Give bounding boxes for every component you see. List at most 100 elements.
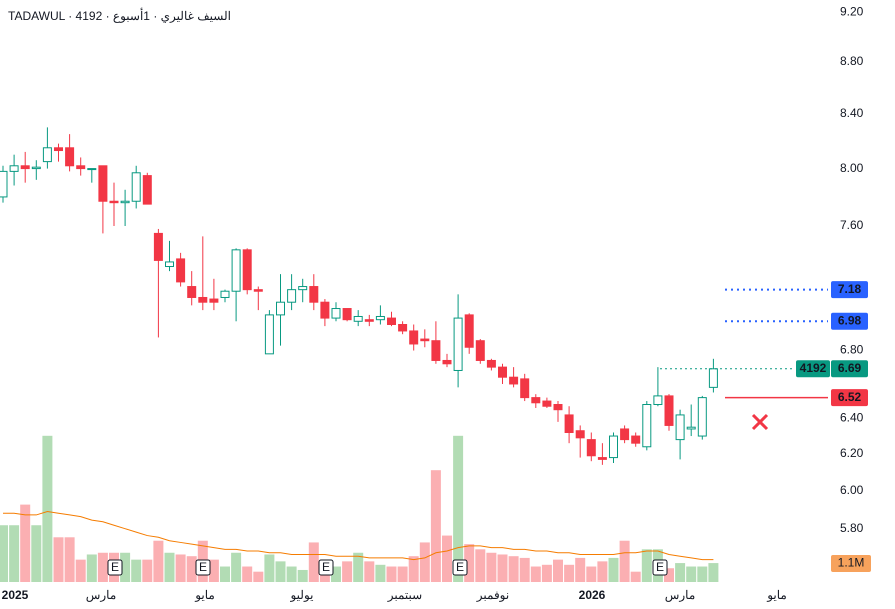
volume-bar — [453, 435, 464, 582]
candle-body — [564, 414, 574, 433]
event-box — [318, 559, 334, 576]
volume-bar — [364, 561, 375, 582]
volume-bar — [131, 559, 142, 582]
volume-bar — [275, 561, 286, 582]
volume-bar — [353, 552, 364, 582]
level-label: 6.98 — [838, 313, 862, 327]
candle-body — [575, 430, 585, 439]
event-box — [195, 559, 211, 576]
volume-bar — [86, 554, 97, 582]
volume-bar — [297, 569, 308, 582]
volume-ma-line — [3, 510, 714, 561]
candle-body — [697, 397, 707, 437]
volume-bar — [208, 559, 219, 582]
y-tick-label: 6.20 — [840, 446, 864, 460]
candle-body — [431, 340, 441, 361]
candle-body — [309, 286, 319, 303]
y-tick-label: 8.00 — [840, 161, 864, 175]
candle-body — [176, 258, 186, 283]
event-box — [452, 559, 468, 576]
volume-bar — [419, 542, 430, 582]
event-label: E — [199, 560, 207, 574]
chart-title: TADAWUL · 4192 · السيف غاليري · 1أسبوع — [8, 8, 231, 23]
candle-body — [287, 289, 297, 303]
y-tick-label: 6.00 — [840, 483, 864, 497]
level-tag — [831, 389, 868, 407]
cancel-mark — [751, 413, 769, 431]
candle-body — [209, 298, 219, 303]
volume-bar — [564, 564, 575, 582]
symbol-label: 4192 — [800, 361, 827, 375]
event-box — [652, 559, 668, 576]
candle-body — [42, 147, 52, 163]
volume-label: 1.1M — [838, 556, 865, 570]
volume-bar — [608, 557, 619, 582]
volume-bar — [697, 566, 708, 582]
candle-body — [20, 165, 30, 170]
volume-bar — [630, 571, 641, 582]
candle-body — [708, 368, 718, 388]
candle-body — [142, 175, 152, 205]
candle-body — [475, 340, 485, 361]
volume-bar — [164, 552, 175, 582]
candle-body — [542, 400, 552, 407]
x-tick-label: مايو — [766, 588, 787, 602]
volume-bar — [231, 552, 242, 582]
level-tag — [831, 281, 868, 299]
volume-bar — [97, 552, 108, 582]
volume-bar — [42, 435, 53, 582]
volume-tag — [831, 555, 871, 572]
candle-body — [198, 296, 208, 303]
volume-bar — [0, 525, 8, 582]
volume-bar — [142, 559, 153, 582]
volume-bar — [508, 556, 519, 582]
candle-body — [498, 366, 507, 378]
volume-bar — [664, 568, 674, 582]
volume-bar — [220, 566, 230, 582]
volume-bar — [253, 571, 264, 582]
candle-body — [398, 324, 408, 332]
candle-body — [353, 315, 363, 322]
y-tick-label: 7.60 — [840, 218, 864, 232]
candle-body — [686, 426, 696, 430]
x-tick-label: نوفمبر — [476, 588, 509, 602]
volume-bar — [342, 561, 353, 582]
volume-bar — [586, 566, 597, 582]
candle-body — [586, 439, 596, 457]
x-tick-label: يوليو — [289, 588, 313, 602]
candle-body — [9, 165, 19, 172]
candle-body — [165, 261, 174, 268]
candle-body — [453, 317, 463, 371]
candle-body — [298, 286, 308, 291]
volume-bar — [619, 540, 630, 582]
candle-body — [675, 414, 685, 441]
candle-body — [109, 200, 119, 204]
volume-bar — [641, 549, 652, 582]
candle-body — [531, 397, 541, 404]
volume-bar — [153, 540, 164, 582]
volume-bar — [186, 556, 197, 582]
candle-body — [54, 147, 63, 152]
last-price-label: 6.69 — [838, 361, 862, 375]
volume-bar — [264, 554, 275, 582]
event-label: E — [456, 560, 464, 574]
y-tick-label: 6.40 — [840, 411, 864, 425]
candle-body — [387, 317, 396, 326]
candle-body — [231, 249, 241, 292]
y-tick-label: 9.20 — [840, 4, 864, 18]
candle-body — [98, 165, 108, 202]
volume-bar — [64, 537, 75, 582]
candle-body — [331, 308, 341, 319]
y-tick-label: 6.80 — [840, 343, 864, 357]
candle-body — [553, 404, 563, 411]
volume-bar — [430, 470, 441, 582]
volume-bar — [20, 504, 31, 582]
volume-bar — [708, 563, 719, 582]
candle-body — [375, 315, 385, 321]
candle-body — [342, 308, 352, 321]
candle-body — [520, 378, 530, 399]
candle-body — [187, 286, 197, 298]
volume-bar — [530, 566, 541, 582]
